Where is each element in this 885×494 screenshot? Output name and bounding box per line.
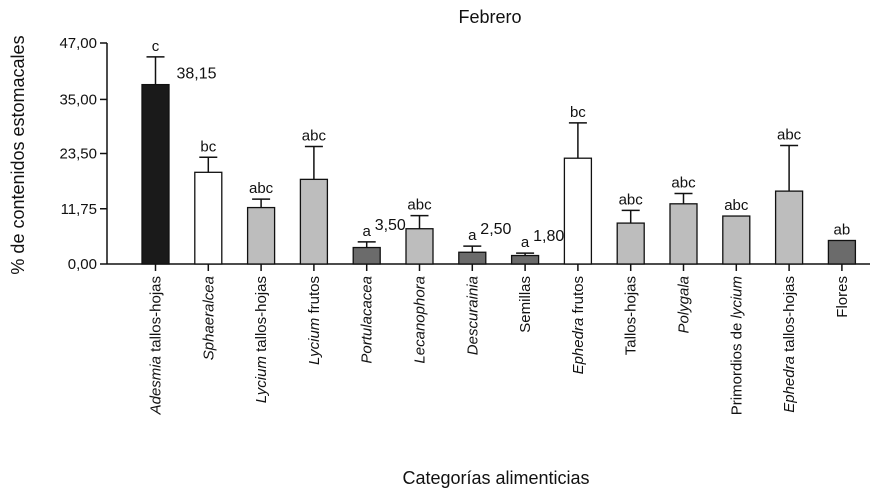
data-value-label: 2,50 (480, 221, 511, 238)
x-axis-title: Categorías alimenticias (402, 468, 589, 488)
x-tick-label: Lycium frutos (306, 276, 323, 365)
x-tick-label: Flores (834, 276, 851, 318)
data-value-label: 3,50 (375, 217, 406, 234)
data-value-label: 1,80 (533, 228, 564, 245)
significance-label: bc (200, 138, 216, 155)
x-tick-labels: Adesmia tallos-hojas Sphaeralcea Lycium ta… (148, 264, 851, 415)
x-tick-label: Semillas (517, 276, 534, 333)
x-tick-label: Polygala (676, 276, 693, 334)
y-axis-title: % de contenidos estomacales (8, 35, 28, 274)
y-tick-label: 0,00 (68, 256, 97, 273)
bar (246, 206, 276, 265)
bar (669, 203, 698, 265)
bar (405, 228, 434, 265)
significance-label: abc (249, 180, 274, 197)
significance-label: abc (777, 127, 802, 144)
bar (616, 222, 645, 265)
significance-label: c (152, 38, 160, 55)
significance-label: a (521, 234, 530, 251)
x-tick-label: Primordios de lycium (728, 276, 745, 415)
bar (827, 239, 857, 265)
chart-title: Febrero (458, 7, 521, 27)
x-tick-label: Portulacacea (359, 276, 376, 364)
significance-label: a (468, 227, 477, 244)
y-tick-label: 47,00 (59, 35, 97, 52)
x-tick-label: Tallos-hojas (623, 276, 640, 355)
x-tick-label: Lycium tallos-hojas (253, 276, 270, 403)
bar (774, 190, 804, 265)
bar (141, 83, 170, 265)
bar (563, 157, 593, 265)
y-tick-label: 11,75 (61, 201, 97, 218)
y-tick-label: 35,00 (59, 91, 97, 108)
data-value-label: 38,15 (177, 66, 217, 83)
y-tick-label: 23,50 (59, 146, 97, 163)
significance-label: abc (619, 191, 644, 208)
x-tick-label: Ephedra frutos (570, 276, 587, 374)
x-tick-label: Adesmia tallos-hojas (148, 276, 165, 415)
y-ticks: 0,00 11,75 23,50 35,00 47,00 (59, 35, 107, 273)
bar (299, 178, 329, 265)
significance-label: abc (407, 197, 432, 214)
x-tick-label: Sphaeralcea (200, 276, 217, 360)
significance-label: abc (724, 197, 749, 214)
x-tick-label: Descurainia (464, 276, 481, 355)
bar (458, 251, 487, 265)
significance-label: ab (834, 221, 851, 238)
significance-label: bc (570, 104, 586, 121)
bar (352, 246, 381, 265)
significance-label: abc (671, 174, 696, 191)
x-tick-label: Ephedra tallos-hojas (781, 276, 798, 413)
bar (510, 254, 540, 265)
x-tick-label: Lecanophora (412, 276, 429, 364)
bar (194, 171, 223, 265)
significance-label: abc (302, 127, 327, 144)
significance-label: a (363, 223, 372, 240)
bar (722, 215, 751, 265)
